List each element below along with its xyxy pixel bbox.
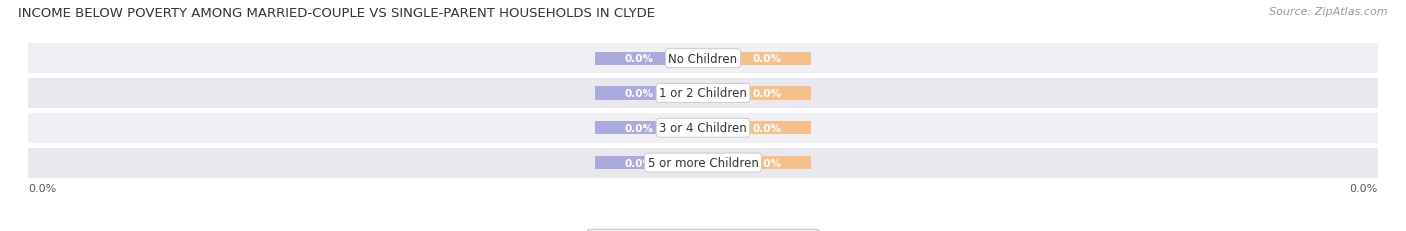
- Text: 0.0%: 0.0%: [752, 158, 782, 168]
- Legend: Married Couples, Single Parents: Married Couples, Single Parents: [586, 229, 820, 231]
- Text: 0.0%: 0.0%: [624, 88, 654, 99]
- Bar: [28, 44, 1378, 74]
- Text: 0.0%: 0.0%: [28, 183, 56, 193]
- Bar: [595, 52, 683, 66]
- Text: 1 or 2 Children: 1 or 2 Children: [659, 87, 747, 100]
- Text: 0.0%: 0.0%: [624, 158, 654, 168]
- Text: INCOME BELOW POVERTY AMONG MARRIED-COUPLE VS SINGLE-PARENT HOUSEHOLDS IN CLYDE: INCOME BELOW POVERTY AMONG MARRIED-COUPL…: [18, 7, 655, 20]
- Bar: [723, 87, 811, 100]
- Bar: [28, 148, 1378, 178]
- Bar: [595, 122, 683, 135]
- Bar: [28, 79, 1378, 109]
- Bar: [723, 122, 811, 135]
- Text: No Children: No Children: [668, 52, 738, 65]
- Text: 0.0%: 0.0%: [624, 123, 654, 133]
- Text: Source: ZipAtlas.com: Source: ZipAtlas.com: [1270, 7, 1388, 17]
- Bar: [595, 156, 683, 170]
- Text: 5 or more Children: 5 or more Children: [648, 156, 758, 169]
- Text: 0.0%: 0.0%: [752, 88, 782, 99]
- Bar: [723, 156, 811, 170]
- Text: 0.0%: 0.0%: [1350, 183, 1378, 193]
- Text: 0.0%: 0.0%: [752, 54, 782, 64]
- Text: 3 or 4 Children: 3 or 4 Children: [659, 122, 747, 135]
- Text: 0.0%: 0.0%: [624, 54, 654, 64]
- Bar: [595, 87, 683, 100]
- Bar: [723, 52, 811, 66]
- Text: 0.0%: 0.0%: [752, 123, 782, 133]
- Bar: [28, 113, 1378, 143]
